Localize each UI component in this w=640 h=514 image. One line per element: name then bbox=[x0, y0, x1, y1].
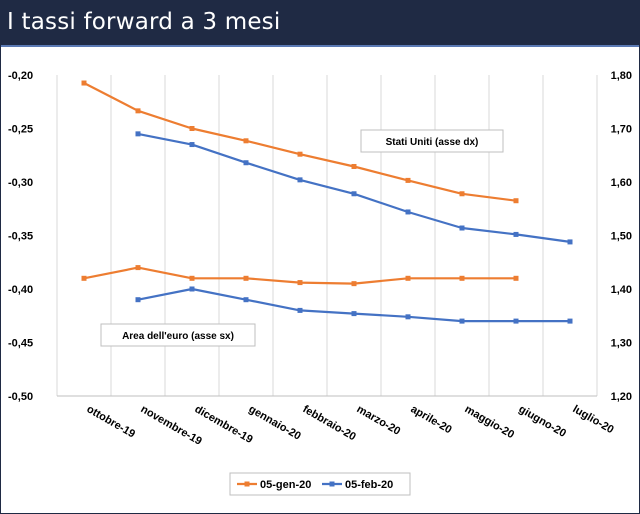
annotation-us-label: Stati Uniti (asse dx) bbox=[386, 137, 479, 148]
page-title: I tassi forward a 3 mesi bbox=[7, 9, 281, 35]
data-point bbox=[351, 281, 357, 287]
y-left-tick-label: -0,35 bbox=[8, 231, 33, 243]
data-point bbox=[459, 275, 465, 281]
x-tick-label: ottobre-19 bbox=[85, 403, 138, 440]
data-point bbox=[81, 275, 87, 281]
y-right-tick-label: 1,20 bbox=[611, 391, 632, 403]
data-point bbox=[135, 265, 141, 271]
series-line bbox=[137, 287, 570, 323]
data-point bbox=[243, 160, 249, 166]
data-point bbox=[297, 177, 303, 183]
legend-swatch-marker bbox=[329, 481, 335, 487]
data-point bbox=[135, 108, 141, 114]
legend-entry: 05-gen-20 bbox=[260, 479, 311, 491]
data-point bbox=[513, 275, 519, 281]
data-point bbox=[135, 297, 141, 303]
data-point bbox=[297, 151, 303, 157]
data-point bbox=[567, 318, 573, 324]
data-point bbox=[405, 314, 411, 320]
x-tick-label: maggio-20 bbox=[463, 403, 517, 441]
y-left-tick-label: -0,40 bbox=[8, 284, 33, 296]
y-right-tick-label: 1,50 bbox=[611, 231, 632, 243]
series-line bbox=[137, 132, 571, 243]
data-point bbox=[135, 131, 141, 137]
data-point bbox=[405, 209, 411, 215]
data-point bbox=[459, 191, 465, 197]
legend-entry: 05-feb-20 bbox=[345, 479, 393, 491]
data-point bbox=[459, 318, 465, 324]
x-tick-label: aprile-20 bbox=[409, 403, 454, 436]
data-point bbox=[243, 138, 249, 144]
title-bar: I tassi forward a 3 mesi bbox=[1, 1, 639, 47]
legend-box bbox=[229, 472, 411, 496]
x-tick-label: febbraio-20 bbox=[301, 403, 358, 443]
data-point bbox=[513, 231, 519, 237]
annotation-euro-label: Area dell'euro (asse sx) bbox=[122, 331, 234, 342]
data-point bbox=[567, 239, 573, 245]
data-point bbox=[405, 177, 411, 183]
data-point bbox=[189, 275, 195, 281]
y-left-tick-label: -0,30 bbox=[8, 177, 33, 189]
data-point bbox=[297, 307, 303, 313]
data-point bbox=[351, 163, 357, 169]
y-left-tick-label: -0,25 bbox=[8, 124, 33, 136]
data-point bbox=[513, 318, 519, 324]
legend-swatch-marker bbox=[244, 481, 250, 487]
y-left-tick-label: -0,45 bbox=[8, 338, 33, 350]
data-point bbox=[189, 126, 195, 131]
annotation-us-box bbox=[360, 129, 504, 153]
y-right-tick-label: 1,70 bbox=[611, 124, 632, 136]
data-point bbox=[459, 225, 465, 231]
x-tick-label: luglio-20 bbox=[571, 403, 616, 436]
data-point bbox=[351, 311, 357, 317]
y-left-tick-label: -0,20 bbox=[8, 70, 33, 82]
x-tick-label: marzo-20 bbox=[355, 403, 403, 438]
y-right-tick-label: 1,80 bbox=[611, 70, 632, 82]
x-tick-label: gennaio-20 bbox=[247, 403, 303, 442]
data-point bbox=[243, 275, 249, 281]
y-left-tick-label: -0,50 bbox=[8, 391, 33, 403]
y-right-tick-label: 1,30 bbox=[611, 338, 632, 350]
data-point bbox=[243, 297, 249, 303]
data-point bbox=[297, 280, 303, 286]
y-right-tick-label: 1,60 bbox=[611, 177, 632, 189]
data-point bbox=[189, 142, 195, 148]
data-point bbox=[351, 191, 357, 197]
annotation-euro-box bbox=[100, 323, 256, 347]
data-point bbox=[189, 286, 195, 292]
data-point bbox=[81, 80, 87, 86]
y-right-tick-label: 1,40 bbox=[611, 284, 632, 296]
data-point bbox=[405, 275, 411, 281]
x-tick-label: giugno-20 bbox=[517, 403, 569, 440]
data-point bbox=[513, 198, 519, 204]
